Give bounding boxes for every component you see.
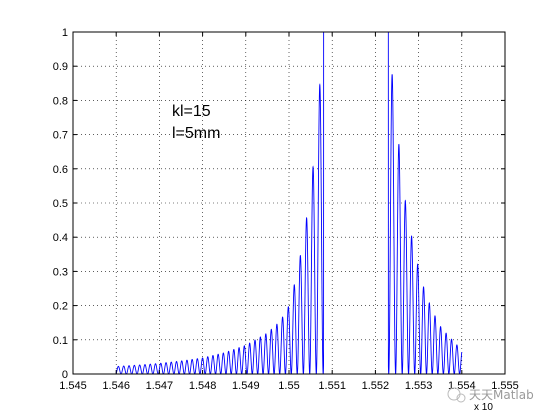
y-tick-labels: 0 0.1 0.2 0.3 0.4 0.5 0.6 0.7 0.8 0.9 1 <box>53 27 68 381</box>
x-tick-labels: 1.545 1.546 1.547 1.548 1.549 1.55 1.551 1.552 1… <box>59 380 519 392</box>
y-tick-label: 0.7 <box>53 130 68 142</box>
y-tick-label: 1 <box>62 27 68 39</box>
y-tick-label: 0.1 <box>53 335 68 347</box>
x-tick-label: 1.55 <box>278 380 299 392</box>
y-tick-label: 0.9 <box>53 61 68 73</box>
x-tick-label: 1.545 <box>59 380 87 392</box>
y-tick-label: 0.6 <box>53 164 68 176</box>
x-tick-label: 1.553 <box>405 380 433 392</box>
ticks <box>72 31 506 375</box>
x-axis-exponent: x 10 <box>474 402 493 413</box>
x-tick-label: 1.555 <box>491 380 519 392</box>
watermark-text: 天天Matlab <box>469 388 534 402</box>
x-tick-label: 1.549 <box>232 380 260 392</box>
y-tick-label: 0 <box>62 369 68 381</box>
y-tick-label: 0.4 <box>53 232 68 244</box>
watermark: 天天Matlab <box>447 387 534 403</box>
grid <box>73 32 505 374</box>
y-tick-label: 0.8 <box>53 95 68 107</box>
annotation-length: l=5mm <box>172 125 220 142</box>
x-tick-label: 1.548 <box>189 380 217 392</box>
x-tick-label: 1.552 <box>362 380 390 392</box>
y-tick-label: 0.3 <box>53 266 68 278</box>
x-tick-label: 1.547 <box>146 380 174 392</box>
x-tick-label: 1.546 <box>102 380 130 392</box>
annotation-kl: kl=15 <box>172 103 211 120</box>
y-tick-label: 0.2 <box>53 301 68 313</box>
x-tick-label: 1.554 <box>448 380 476 392</box>
wechat-icon-inner <box>456 393 466 403</box>
y-tick-label: 0.5 <box>53 198 68 210</box>
x-tick-label: 1.551 <box>318 380 346 392</box>
